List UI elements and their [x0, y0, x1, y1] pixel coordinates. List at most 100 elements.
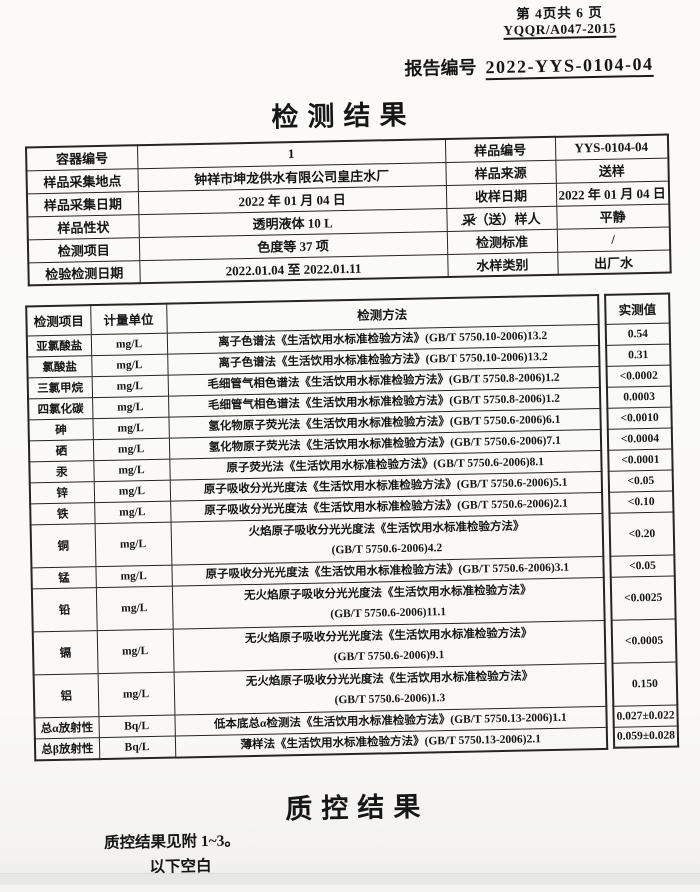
qc-section-title: 质控结果	[285, 791, 430, 825]
info-value: 2022.01.04 至 2022.01.11	[139, 254, 448, 284]
result-item: 亚氯酸盐	[26, 334, 92, 357]
value-row: <0.05	[610, 554, 675, 577]
info-label: 样品性状	[27, 214, 139, 240]
result-value: 0.059±0.028	[613, 725, 679, 748]
result-item: 锌	[29, 481, 95, 504]
value-row: 0.027±0.022	[613, 704, 678, 727]
value-row: <0.0005	[611, 618, 677, 663]
result-item: 总α放射性	[34, 716, 99, 739]
value-row: <0.0025	[610, 575, 676, 620]
report-number-label: 报告编号	[404, 57, 477, 79]
value-row: 0.31	[606, 343, 671, 366]
value-row: <0.0010	[607, 406, 672, 429]
result-unit: mg/L	[97, 671, 175, 717]
results-table-area: 检测项目 计量单位 检测方法 亚氯酸盐 mg/L 离子色谱法《生活饮用水标准检验方法…	[25, 292, 680, 761]
value-row: <0.0002	[606, 364, 671, 387]
result-item: 铅	[31, 587, 97, 632]
info-label: 收样日期	[445, 182, 557, 209]
col-header-unit: 计量单位	[90, 303, 167, 335]
test-results-table: 检测项目 计量单位 检测方法 亚氯酸盐 mg/L 离子色谱法《生活饮用水标准检验方法…	[25, 293, 609, 761]
results-section-title: 检测结果	[271, 99, 416, 133]
result-value: 0.0003	[606, 385, 672, 408]
result-value: 0.150	[612, 661, 678, 706]
result-value: <0.10	[609, 490, 674, 513]
result-unit: mg/L	[94, 521, 172, 567]
info-label-text: （送）样人	[475, 211, 541, 228]
info-label: 样品采集日期	[26, 191, 139, 217]
result-unit: mg/L	[93, 458, 170, 482]
result-unit: mg/L	[94, 500, 171, 524]
info-label: 检验检测日期	[28, 260, 140, 286]
result-unit: mg/L	[91, 374, 169, 398]
result-unit: mg/L	[95, 585, 173, 631]
result-item: 氯酸盐	[27, 355, 92, 378]
info-label: 采（送）样人	[446, 205, 557, 232]
result-value: <0.0005	[611, 618, 677, 663]
info-value: 2022 年 01 月 04 日	[555, 180, 670, 206]
report-number-line: 报告编号 2022-YYS-0104-04	[404, 50, 654, 81]
result-value: 0.31	[606, 343, 671, 366]
measured-values-table: 实测值 0.54 0.31 <0.0002 0.0003 <0.0010 <0.0004 <…	[604, 292, 680, 749]
result-value: <0.0025	[610, 575, 676, 620]
result-unit: mg/L	[95, 564, 172, 588]
result-value: <0.0002	[606, 364, 671, 387]
info-label: 检测标准	[446, 228, 558, 255]
result-value: <0.05	[608, 469, 674, 492]
info-value: 送样	[555, 157, 669, 183]
result-item: 四氯化碳	[28, 397, 93, 420]
value-row: <0.0001	[608, 448, 673, 471]
result-value: <0.0010	[607, 406, 672, 429]
result-value: <0.20	[609, 511, 675, 556]
value-row: <0.0004	[607, 427, 673, 450]
result-unit: Bq/L	[98, 735, 176, 759]
info-label: 水样类别	[447, 251, 558, 278]
info-value: YYS-0104-04	[554, 134, 669, 160]
result-item: 镉	[32, 630, 98, 675]
value-row: <0.05	[608, 469, 674, 492]
result-unit: mg/L	[92, 416, 169, 440]
result-unit: mg/L	[92, 395, 169, 419]
result-item: 硒	[28, 439, 94, 462]
info-label: 样品编号	[444, 136, 556, 163]
result-value: <0.05	[610, 554, 675, 577]
struck-char: 采	[462, 209, 475, 228]
info-value: 出厂水	[557, 249, 671, 275]
result-unit: mg/L	[92, 437, 170, 461]
info-value: /	[556, 226, 670, 252]
result-item: 三氯甲烷	[27, 376, 93, 399]
corner-header: 第 4页共 6 页 YQQR/A047-2015	[489, 0, 630, 39]
scan-edge-strip	[0, 873, 700, 885]
result-value: <0.0004	[607, 427, 673, 450]
value-row: 0.150	[612, 661, 678, 706]
result-item: 铜	[30, 523, 96, 568]
result-item: 锰	[31, 566, 96, 589]
values-header-row: 实测值	[605, 293, 670, 324]
report-number-value: 2022-YYS-0104-04	[485, 53, 654, 81]
result-item: 总β放射性	[34, 737, 100, 760]
result-value: <0.0001	[608, 448, 673, 471]
result-unit: mg/L	[96, 628, 174, 674]
info-value: 平静	[556, 203, 670, 229]
value-row: 0.54	[605, 322, 671, 345]
value-row: 0.059±0.028	[613, 725, 679, 748]
result-unit: mg/L	[91, 353, 168, 377]
qc-note: 质控结果见附 1~3。	[103, 832, 241, 853]
value-row: 0.0003	[606, 385, 672, 408]
info-label: 检测项目	[27, 237, 140, 263]
sample-info-table: 容器编号 1 样品编号 YYS-0104-04 样品采集地点 钟祥市坤龙供水有限公司皇庄水…	[24, 133, 672, 287]
result-unit: Bq/L	[98, 714, 175, 738]
doc-code: YQQR/A047-2015	[503, 20, 617, 38]
info-label: 样品采集地点	[26, 168, 138, 194]
result-item: 砷	[28, 418, 93, 441]
result-unit: mg/L	[90, 332, 168, 356]
result-unit: mg/L	[93, 479, 171, 503]
info-label: 样品来源	[445, 159, 556, 186]
col-header-item: 检测项目	[26, 305, 91, 336]
info-label: 容器编号	[26, 145, 138, 171]
result-item: 铁	[30, 502, 95, 525]
col-header-value: 实测值	[605, 293, 670, 324]
value-row: <0.10	[609, 490, 674, 513]
result-value: 0.54	[605, 322, 671, 345]
